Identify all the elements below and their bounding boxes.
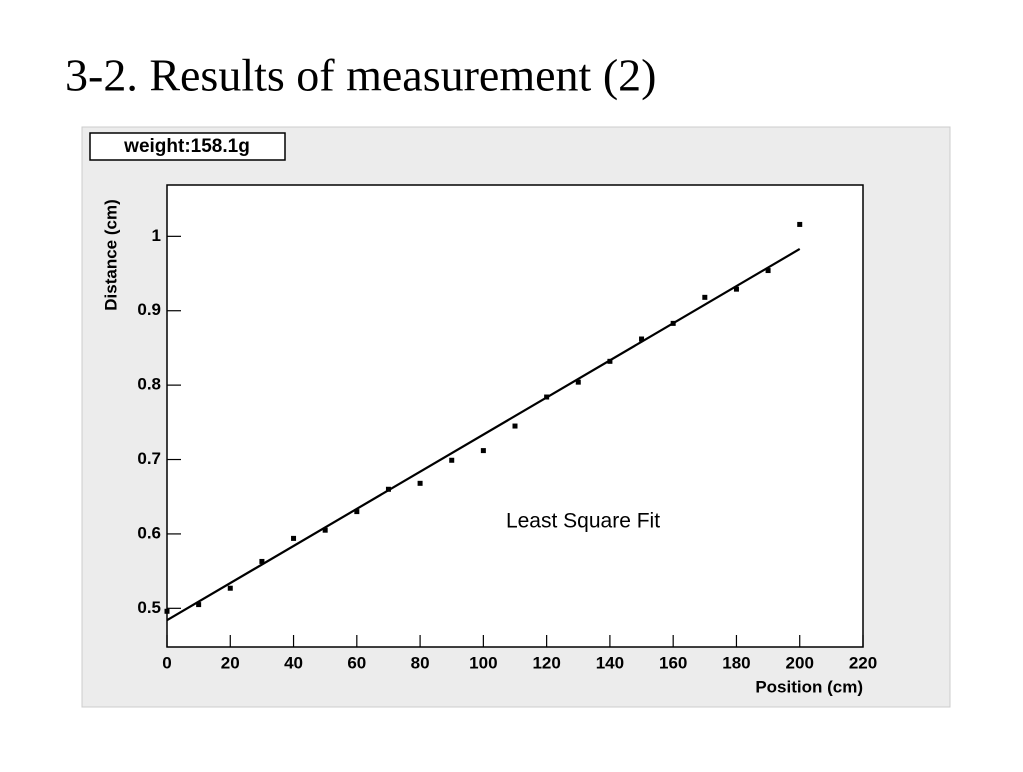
data-point [639,336,645,342]
x-tick-label: 200 [786,653,814,672]
y-tick-label: 0.7 [137,449,161,468]
slide-title: 3-2. Results of measurement (2) [65,50,656,101]
data-point [797,221,803,227]
y-tick-label: 0.6 [137,523,161,542]
data-point [765,268,771,274]
x-tick-label: 220 [849,653,877,672]
y-tick-label: 0.9 [137,300,161,319]
data-point [322,527,328,533]
y-axis-title: Distance (cm) [101,199,120,310]
data-point [354,509,360,515]
data-point [417,480,423,486]
data-point [164,608,170,614]
fit-label: Least Square Fit [506,510,660,533]
x-tick-label: 60 [347,653,366,672]
y-tick-label: 0.5 [137,598,161,617]
data-point [733,286,739,292]
data-point [575,379,581,385]
x-tick-label: 80 [411,653,430,672]
x-axis-title: Position (cm) [755,677,863,696]
x-tick-label: 40 [284,653,303,672]
x-tick-label: 100 [469,653,497,672]
x-tick-label: 160 [659,653,687,672]
chart-title: weight:158.1g [123,136,250,157]
y-tick-label: 0.8 [137,375,161,394]
x-tick-label: 20 [221,653,240,672]
data-point [512,423,518,429]
title-box [89,132,286,161]
y-tick-label: 1 [152,226,161,245]
data-point [227,585,233,591]
data-point [291,535,297,541]
data-point [196,602,202,608]
data-point [259,558,265,564]
x-tick-label: 120 [532,653,560,672]
x-tick-label: 140 [596,653,624,672]
data-point [702,294,708,300]
data-point [480,448,486,454]
fit-line [166,248,801,622]
data-point [449,457,455,463]
x-tick-label: 180 [722,653,750,672]
x-tick-label: 0 [162,653,171,672]
